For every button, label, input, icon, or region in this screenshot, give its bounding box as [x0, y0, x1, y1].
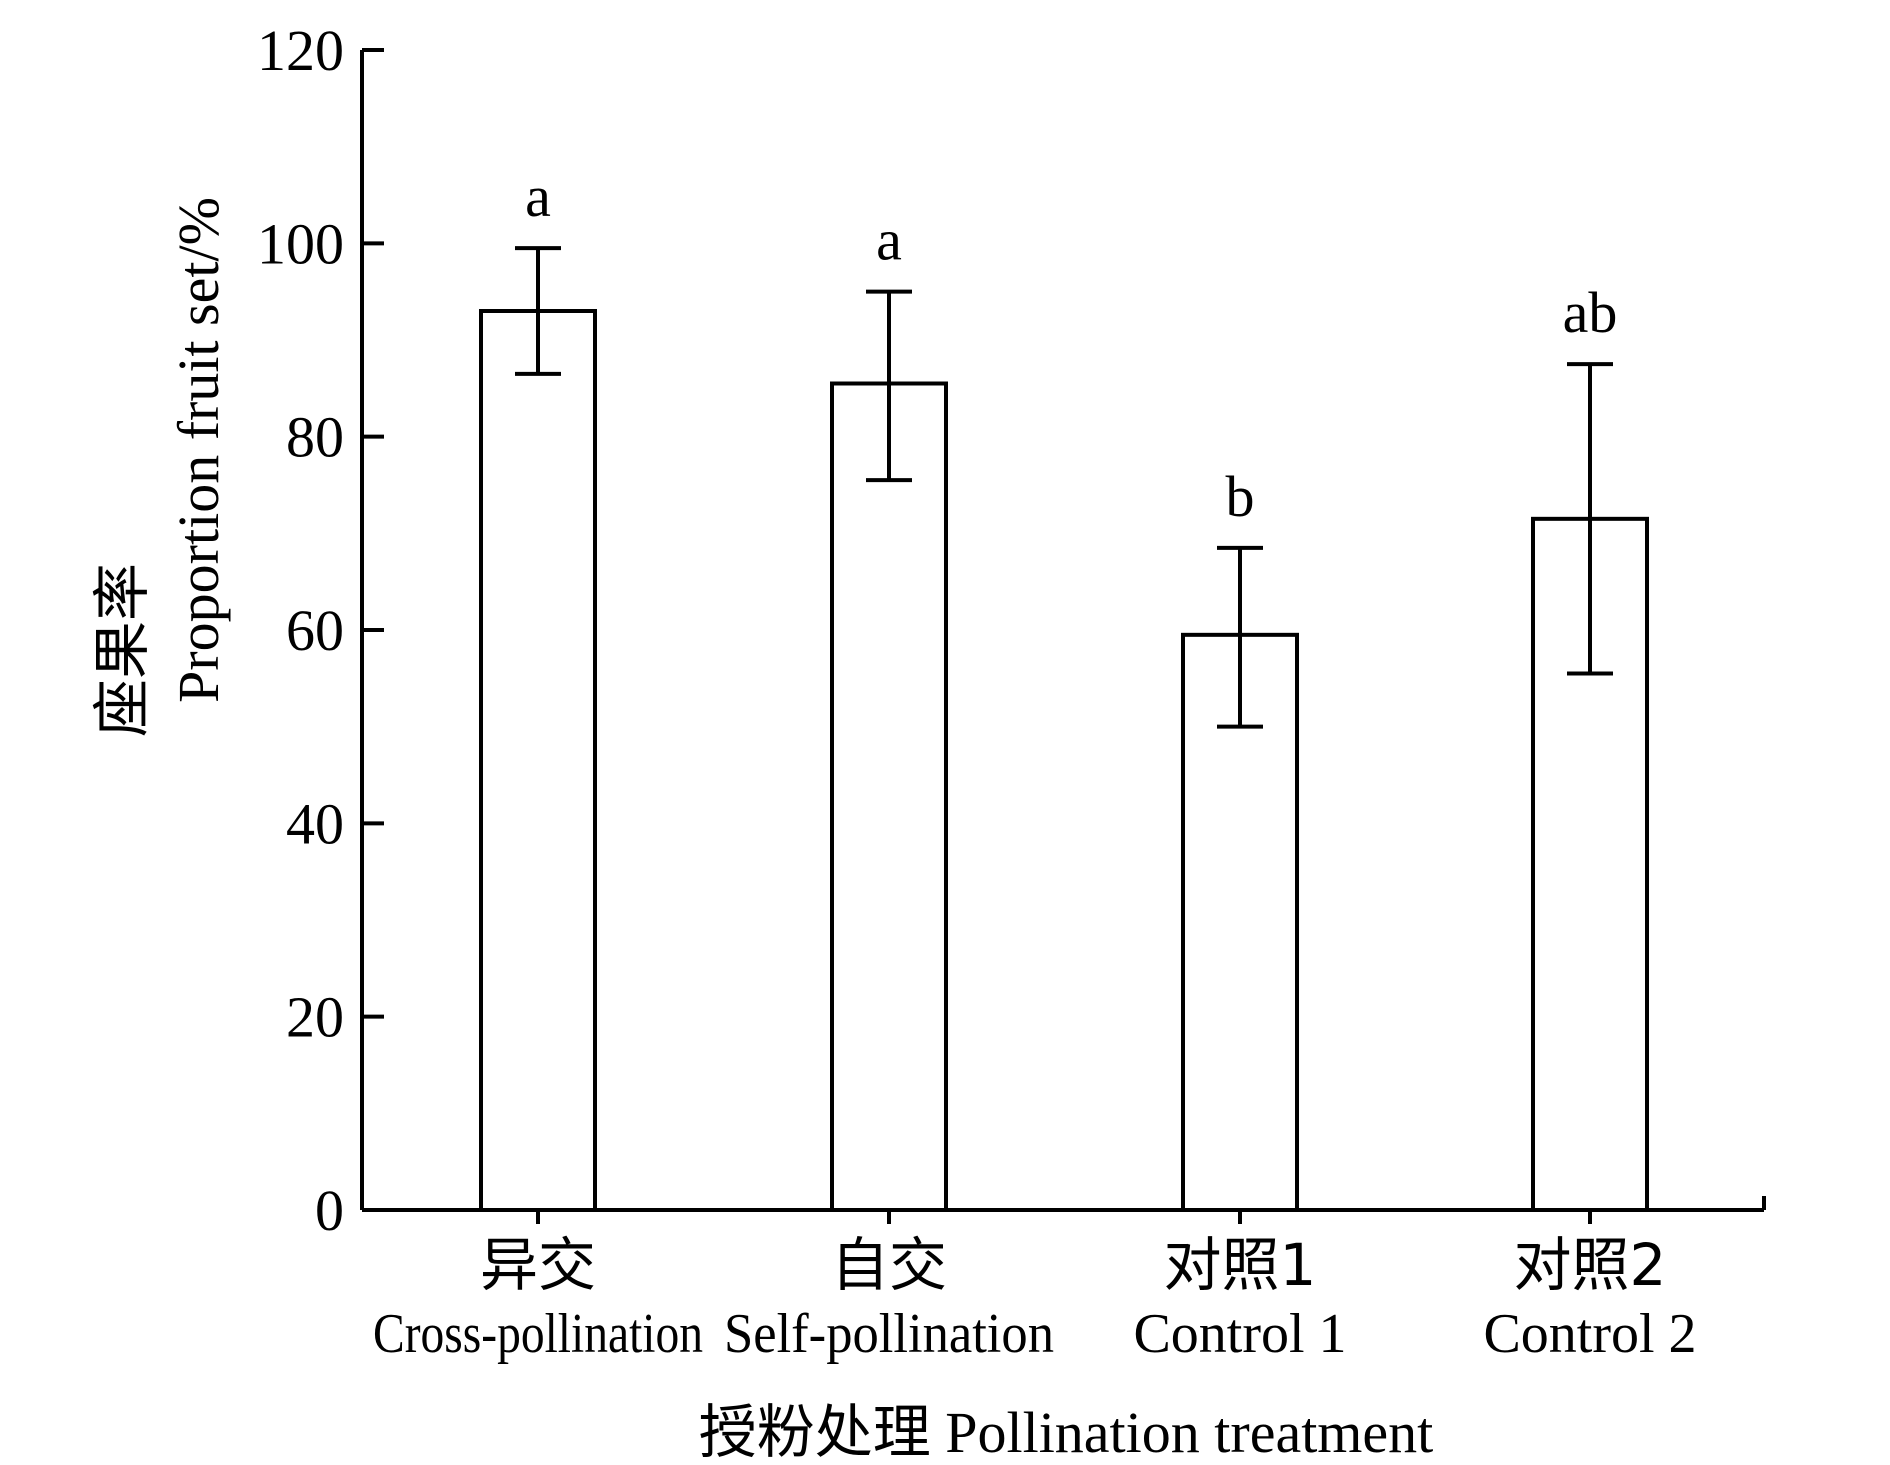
y-tick-label-20: 20	[286, 985, 344, 1050]
bar-1	[830, 381, 948, 1212]
y-tick-label-0: 0	[315, 1178, 344, 1243]
axes: 0 20 40 60 80 100 120	[257, 18, 1766, 1243]
y-tick-label-100: 100	[257, 211, 344, 276]
category-label-en-1: Self-pollination	[724, 1303, 1054, 1365]
category-label-cn-2: 对照1	[1164, 1231, 1317, 1299]
bar-0	[479, 309, 597, 1212]
category-label-en-2: Control 1	[1133, 1303, 1346, 1365]
y-tick-label-120: 120	[257, 18, 344, 83]
significance-label-1: a	[876, 208, 902, 273]
category-label-cn-1: 自交	[831, 1231, 947, 1299]
x-axis-title: 授粉处理 Pollination treatment	[699, 1400, 1434, 1465]
y-tick-label-60: 60	[286, 598, 344, 663]
y-axis-title-cn: 座果率	[90, 563, 155, 737]
y-tick-label-80: 80	[286, 405, 344, 470]
category-label-en-3: Control 2	[1483, 1303, 1696, 1365]
category-label-cn-3: 对照2	[1514, 1231, 1667, 1299]
significance-label-3: ab	[1563, 280, 1618, 345]
category-label-cn-0: 异交	[480, 1231, 596, 1299]
significance-label-2: b	[1226, 464, 1255, 529]
y-tick-label-40: 40	[286, 791, 344, 856]
category-label-en-0: Cross-pollination	[373, 1303, 703, 1365]
significance-label-0: a	[525, 164, 551, 229]
y-axis-title-en: Proportion fruit set/%	[166, 197, 231, 703]
bars	[479, 246, 1649, 1212]
